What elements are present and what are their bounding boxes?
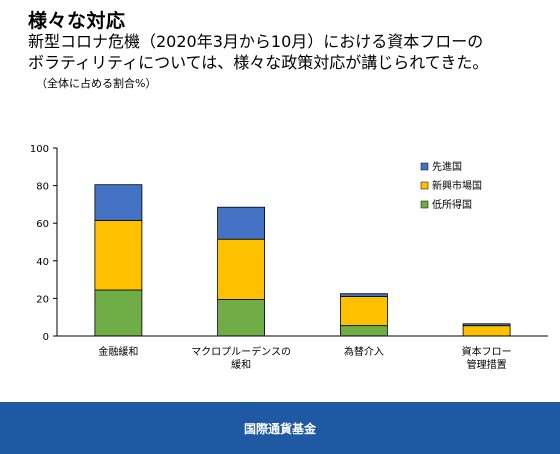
unit-note: （全体に占める割合%） — [36, 77, 157, 90]
y-tick-label: 100 — [30, 144, 49, 155]
legend-label: 先進国 — [432, 161, 462, 173]
bar-segment — [94, 184, 143, 221]
bar-segment — [462, 325, 511, 337]
bar-segment — [217, 238, 266, 300]
chart-title: 様々な対応 — [28, 10, 126, 32]
bar-segment — [339, 296, 388, 327]
bars-group — [94, 184, 511, 337]
bar-segment — [217, 298, 266, 337]
bar-segment — [94, 289, 143, 337]
footer-label: 国際通貨基金 — [243, 421, 316, 436]
stacked-bar-chart: 金融緩和 マクロプルーデンスの緩和 為替介入 資本フロー管理措置 0 20 40 60 80 10… — [30, 144, 548, 371]
x-tick-label: 資本フロー管理措置 — [462, 345, 512, 371]
footer-bar: 国際通貨基金 — [0, 402, 560, 454]
subtitle-line-2: ボラティリティについては、様々な政策対応が講じられてきた。 — [28, 53, 489, 72]
y-tick-label: 20 — [36, 294, 49, 305]
legend-swatch — [420, 181, 429, 190]
x-tick-label: 為替介入 — [344, 345, 384, 358]
x-tick-label: マクロプルーデンスの緩和 — [191, 345, 291, 371]
bar-segment — [217, 206, 266, 240]
y-tick-label: 60 — [36, 219, 49, 230]
axes-group: 金融緩和 マクロプルーデンスの緩和 為替介入 資本フロー管理措置 0 20 40 60 80 10… — [30, 144, 548, 371]
y-tick-label: 80 — [36, 182, 49, 193]
y-tick-label: 40 — [36, 257, 49, 268]
bar-segment — [339, 325, 388, 337]
subtitle-line-1: 新型コロナ危機（2020年3月から10月）における資本フローの — [28, 32, 484, 51]
bar-segment — [462, 323, 511, 327]
bar-segment — [94, 219, 143, 291]
legend-label: 新興市場国 — [432, 179, 482, 192]
bar-segment — [339, 293, 388, 297]
x-tick-label: 金融緩和 — [98, 345, 138, 358]
legend-swatch — [420, 200, 429, 209]
legend-label: 低所得国 — [432, 198, 472, 211]
y-tick-label: 0 — [43, 332, 49, 343]
legend-swatch — [420, 162, 429, 171]
chart-subtitle: 新型コロナ危機（2020年3月から10月）における資本フローの ボラティリティに… — [28, 31, 553, 73]
